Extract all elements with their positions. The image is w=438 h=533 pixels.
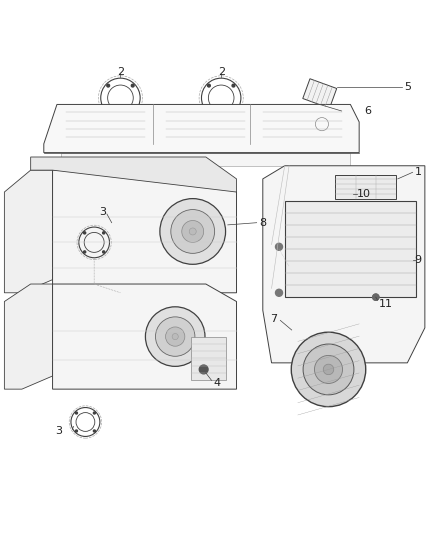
- Circle shape: [93, 412, 95, 414]
- Text: 6: 6: [364, 106, 371, 116]
- Polygon shape: [4, 284, 53, 389]
- Polygon shape: [4, 170, 53, 293]
- Text: 3: 3: [56, 426, 63, 436]
- Circle shape: [373, 294, 379, 300]
- Text: 11: 11: [378, 298, 392, 309]
- Circle shape: [276, 289, 283, 296]
- Circle shape: [107, 84, 110, 87]
- Text: 1: 1: [415, 167, 422, 177]
- Polygon shape: [53, 284, 237, 389]
- Circle shape: [160, 199, 226, 264]
- Circle shape: [199, 365, 208, 374]
- Text: 2: 2: [117, 67, 124, 77]
- Circle shape: [155, 317, 195, 356]
- Text: 9: 9: [415, 255, 422, 265]
- Circle shape: [276, 243, 283, 251]
- Circle shape: [107, 109, 110, 111]
- Circle shape: [75, 412, 78, 414]
- Text: 3: 3: [99, 207, 106, 217]
- Circle shape: [131, 109, 134, 111]
- Text: 8: 8: [259, 217, 266, 228]
- Circle shape: [208, 109, 210, 111]
- Text: 10: 10: [357, 189, 371, 199]
- Circle shape: [166, 327, 185, 346]
- Polygon shape: [263, 166, 425, 363]
- Polygon shape: [303, 79, 337, 108]
- Polygon shape: [31, 157, 237, 192]
- Circle shape: [131, 84, 134, 87]
- Circle shape: [75, 430, 78, 432]
- Circle shape: [314, 356, 343, 383]
- Circle shape: [93, 430, 95, 432]
- Polygon shape: [61, 152, 350, 166]
- Bar: [335, 174, 396, 199]
- Circle shape: [232, 109, 235, 111]
- Circle shape: [232, 84, 235, 87]
- Circle shape: [208, 84, 210, 87]
- Circle shape: [172, 334, 178, 340]
- Text: 4: 4: [213, 377, 220, 387]
- Circle shape: [84, 232, 86, 234]
- Text: 5: 5: [404, 82, 411, 92]
- Circle shape: [189, 228, 196, 235]
- Circle shape: [182, 221, 204, 243]
- Circle shape: [102, 251, 105, 253]
- Text: 7: 7: [270, 314, 277, 324]
- Circle shape: [323, 364, 334, 375]
- Circle shape: [291, 332, 366, 407]
- Circle shape: [373, 294, 379, 300]
- Bar: [285, 201, 416, 297]
- Polygon shape: [44, 104, 359, 152]
- Text: 2: 2: [218, 67, 225, 77]
- Bar: [191, 336, 226, 381]
- Circle shape: [145, 307, 205, 366]
- Circle shape: [102, 232, 105, 234]
- Polygon shape: [53, 170, 237, 293]
- Circle shape: [171, 209, 215, 253]
- Circle shape: [84, 251, 86, 253]
- Circle shape: [303, 344, 354, 395]
